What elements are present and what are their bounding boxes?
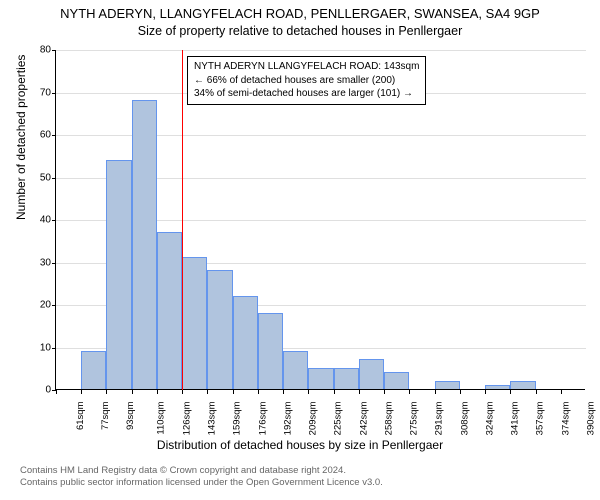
x-tick-mark — [536, 390, 537, 394]
x-tick-label: 93sqm — [125, 402, 136, 431]
y-tick-label: 0 — [31, 385, 51, 396]
info-line-2: ← 66% of detached houses are smaller (20… — [194, 74, 419, 88]
y-tick-mark — [52, 93, 56, 94]
y-tick-mark — [52, 50, 56, 51]
histogram-bar — [182, 257, 207, 389]
histogram-bar — [81, 351, 106, 389]
x-tick-mark — [435, 390, 436, 394]
x-tick-mark — [132, 390, 133, 394]
x-tick-label: 291sqm — [434, 402, 445, 436]
x-tick-label: 77sqm — [100, 402, 111, 431]
x-tick-mark — [359, 390, 360, 394]
x-tick-mark — [207, 390, 208, 394]
marker-vertical-line — [182, 50, 183, 390]
info-annotation-box: NYTH ADERYN LLANGYFELACH ROAD: 143sqm ← … — [187, 56, 426, 105]
y-axis-label: Number of detached properties — [14, 55, 28, 220]
x-tick-label: 61sqm — [75, 402, 86, 431]
footer-attribution: Contains HM Land Registry data © Crown c… — [20, 465, 383, 490]
histogram-bar — [485, 385, 510, 389]
histogram-bar — [384, 372, 409, 389]
x-tick-mark — [308, 390, 309, 394]
x-tick-mark — [384, 390, 385, 394]
y-tick-label: 40 — [31, 215, 51, 226]
y-tick-mark — [52, 178, 56, 179]
x-tick-mark — [334, 390, 335, 394]
x-tick-label: 192sqm — [282, 402, 293, 436]
x-tick-label: 341sqm — [509, 402, 520, 436]
x-tick-mark — [485, 390, 486, 394]
histogram-bar — [233, 296, 258, 390]
x-tick-label: 275sqm — [408, 402, 419, 436]
x-tick-label: 225sqm — [333, 402, 344, 436]
y-tick-mark — [52, 135, 56, 136]
x-tick-mark — [157, 390, 158, 394]
histogram-bar — [157, 232, 182, 389]
chart-container: 0102030405060708061sqm77sqm93sqm110sqm12… — [55, 50, 585, 390]
x-tick-label: 258sqm — [383, 402, 394, 436]
footer-line-2: Contains public sector information licen… — [20, 477, 383, 489]
histogram-bar — [283, 351, 308, 389]
x-tick-label: 374sqm — [560, 402, 571, 436]
histogram-bar — [334, 368, 359, 389]
x-tick-label: 209sqm — [307, 402, 318, 436]
x-axis-label: Distribution of detached houses by size … — [0, 438, 600, 452]
x-tick-label: 308sqm — [459, 402, 470, 436]
histogram-bar — [106, 160, 131, 390]
x-tick-mark — [106, 390, 107, 394]
x-tick-mark — [460, 390, 461, 394]
histogram-bar — [308, 368, 333, 389]
x-tick-mark — [182, 390, 183, 394]
x-tick-mark — [56, 390, 57, 394]
y-tick-mark — [52, 263, 56, 264]
histogram-bar — [359, 359, 384, 389]
y-tick-label: 10 — [31, 342, 51, 353]
x-tick-mark — [283, 390, 284, 394]
histogram-bar — [207, 270, 232, 389]
y-tick-label: 20 — [31, 300, 51, 311]
info-line-3: 34% of semi-detached houses are larger (… — [194, 87, 419, 101]
x-tick-label: 324sqm — [484, 402, 495, 436]
x-tick-mark — [81, 390, 82, 394]
histogram-bar — [435, 381, 460, 390]
x-tick-label: 390sqm — [585, 402, 596, 436]
y-tick-label: 70 — [31, 87, 51, 98]
x-tick-label: 110sqm — [155, 402, 166, 435]
x-tick-mark — [409, 390, 410, 394]
y-tick-label: 50 — [31, 172, 51, 183]
x-tick-label: 143sqm — [207, 402, 218, 436]
y-tick-mark — [52, 220, 56, 221]
x-tick-label: 176sqm — [257, 402, 268, 436]
footer-line-1: Contains HM Land Registry data © Crown c… — [20, 465, 383, 477]
x-tick-mark — [258, 390, 259, 394]
histogram-bar — [258, 313, 283, 390]
y-tick-label: 30 — [31, 257, 51, 268]
chart-subtitle: Size of property relative to detached ho… — [0, 24, 600, 38]
y-tick-label: 60 — [31, 130, 51, 141]
gridline — [56, 50, 586, 51]
info-line-1: NYTH ADERYN LLANGYFELACH ROAD: 143sqm — [194, 60, 419, 74]
x-tick-mark — [233, 390, 234, 394]
y-tick-mark — [52, 348, 56, 349]
histogram-bar — [510, 381, 535, 390]
x-tick-label: 159sqm — [232, 402, 243, 436]
x-tick-label: 357sqm — [535, 402, 546, 436]
x-tick-mark — [561, 390, 562, 394]
y-tick-mark — [52, 305, 56, 306]
chart-main-title: NYTH ADERYN, LLANGYFELACH ROAD, PENLLERG… — [0, 6, 600, 21]
x-tick-label: 126sqm — [181, 402, 192, 436]
x-tick-label: 242sqm — [358, 402, 369, 436]
y-tick-label: 80 — [31, 45, 51, 56]
x-tick-mark — [510, 390, 511, 394]
histogram-bar — [132, 100, 157, 389]
